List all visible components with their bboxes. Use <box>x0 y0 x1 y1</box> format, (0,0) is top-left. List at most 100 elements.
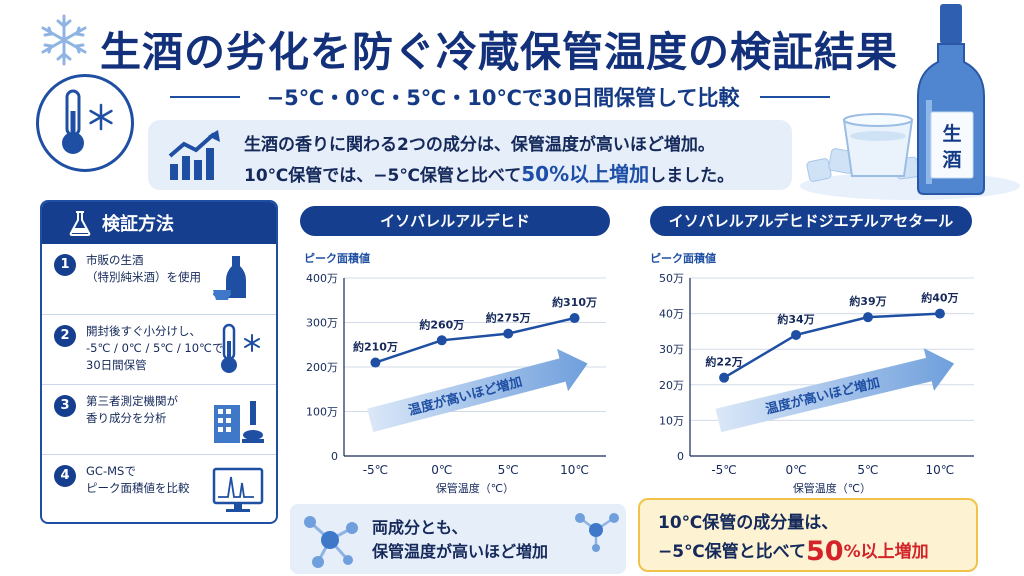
data-point <box>370 357 381 368</box>
method-panel: 検証方法 1 市販の生酒 （特別純米酒）を使用 2 開封後すぐ小分けし、 -5℃ / 0℃… <box>40 200 278 524</box>
step-text-line: ピーク面積値を比較 <box>86 481 190 495</box>
y-axis-label: ピーク面積値 <box>650 251 716 265</box>
series-line <box>375 316 575 364</box>
y-tick-label: 20万 <box>659 379 684 392</box>
step-number: 2 <box>54 325 76 347</box>
y-axis-label: ピーク面積値 <box>304 251 370 265</box>
subtitle-bar: −5℃・0℃・5℃・10℃で30日間保管して比較 <box>170 82 830 112</box>
page-title: 生酒の劣化を防ぐ冷蔵保管温度の検証結果 <box>100 28 898 76</box>
conclusion-text: 両成分とも、 保管温度が高いほど増加 <box>372 516 548 564</box>
y-tick-label: 100万 <box>306 406 338 419</box>
step-text: 第三者測定機関が 香り成分を分析 <box>86 393 178 427</box>
summary-line-2-suffix: しました。 <box>649 166 735 186</box>
summary-line-2-prefix: 10℃保管では、−5℃保管と比べて <box>244 166 522 186</box>
chart-1-title: イソバレルアルデヒド <box>300 206 610 236</box>
data-point <box>934 308 945 319</box>
result-line-2-prefix: −5℃保管と比べて <box>658 542 806 562</box>
x-tick-label: 10℃ <box>560 463 589 477</box>
conclusion-box: 両成分とも、 保管温度が高いほど増加 <box>290 504 626 574</box>
y-tick-label: 40万 <box>659 308 684 321</box>
data-point <box>862 312 873 323</box>
molecule-icon <box>304 516 358 568</box>
trend-arrow <box>367 348 588 433</box>
chart-1: ピーク面積値0100万200万300万400万温度が高いほど増加約210万-5℃… <box>304 251 606 495</box>
result-highlight-box: 10℃保管の成分量は、 −5℃保管と比べて50%以上増加 <box>638 498 978 572</box>
step-text-line: （特別純米酒）を使用 <box>86 270 201 284</box>
x-tick-label: 0℃ <box>431 463 452 477</box>
method-step-1: 1 市販の生酒 （特別純米酒）を使用 <box>42 244 276 312</box>
step-text-line: 開封後すぐ小分けし、 <box>86 324 201 338</box>
y-tick-label: 200万 <box>306 361 338 374</box>
result-percent: 50 <box>805 536 844 567</box>
y-tick-label: 400万 <box>306 272 338 285</box>
thermometer-icon <box>221 323 260 373</box>
method-step-4: 4 GC-MSでピーク面積値を比較 <box>42 454 276 522</box>
data-label: 約310万 <box>552 295 597 309</box>
bottle-label-char-2: 酒 <box>942 149 961 171</box>
y-tick-label: 0 <box>677 450 684 463</box>
step-text-line: 香り成分を分析 <box>86 411 167 425</box>
data-point <box>569 313 580 324</box>
trend-arrow <box>715 348 955 433</box>
lab-building-icon <box>214 401 264 443</box>
data-point <box>719 372 730 383</box>
step-text-line: GC-MSで <box>86 464 136 478</box>
step-number: 1 <box>54 254 76 276</box>
step-text-line: -5℃ / 0℃ / 5℃ / 10℃で <box>86 341 224 355</box>
data-point <box>503 328 514 339</box>
step-text-line: 30日間保管 <box>86 358 147 372</box>
subtitle-rule-left <box>170 96 240 98</box>
step-text: 開封後すぐ小分けし、 -5℃ / 0℃ / 5℃ / 10℃で 30日間保管 <box>86 323 223 374</box>
growth-chart-icon <box>168 130 220 180</box>
data-label: 約210万 <box>353 340 398 354</box>
snowflake-icon <box>41 14 87 66</box>
step-number: 4 <box>54 465 76 487</box>
method-header: 検証方法 <box>42 202 276 244</box>
y-tick-label: 30万 <box>659 343 684 356</box>
x-axis-label: 保管温度（℃） <box>793 481 871 495</box>
data-label: 約260万 <box>419 317 464 331</box>
chart-2-title: イソバレルアルデヒドジエチルアセタール <box>650 206 972 236</box>
series-line <box>723 312 940 379</box>
x-axis-label: 保管温度（℃） <box>436 481 514 495</box>
summary-box: 生酒の香りに関わる2つの成分は、保管温度が高いほど増加。 10℃保管では、−5℃… <box>148 120 792 190</box>
data-label: 約22万 <box>705 355 742 369</box>
result-line-2: −5℃保管と比べて50%以上増加 <box>658 536 929 567</box>
y-tick-label: 50万 <box>659 272 684 285</box>
method-step-2: 2 開封後すぐ小分けし、 -5℃ / 0℃ / 5℃ / 10℃で 30日間保管 <box>42 314 276 382</box>
result-line-1: 10℃保管の成分量は、 <box>658 513 839 533</box>
data-point <box>436 335 447 346</box>
thermometer-badge <box>36 74 134 172</box>
summary-line-2: 10℃保管では、−5℃保管と比べて50%以上増加しました。 <box>244 158 734 187</box>
x-tick-label: -5℃ <box>363 463 388 477</box>
summary-highlight: 50%以上増加 <box>521 162 650 186</box>
sake-bottle-icon <box>213 256 246 300</box>
thermometer-snow-icon <box>62 89 113 154</box>
sake-bottle-glass-illustration: 生 酒 <box>800 4 1020 200</box>
conclusion-line-2: 保管温度が高いほど増加 <box>372 542 549 561</box>
method-step-3: 3 第三者測定機関が 香り成分を分析 <box>42 384 276 452</box>
data-label: 約40万 <box>921 291 958 305</box>
bottle-label-char-1: 生 <box>942 122 961 145</box>
y-tick-label: 0 <box>331 450 338 463</box>
x-tick-label: 10℃ <box>926 463 955 477</box>
molecule-small-icon <box>575 513 619 552</box>
step-number: 3 <box>54 395 76 417</box>
summary-line-1: 生酒の香りに関わる2つの成分は、保管温度が高いほど増加。 <box>244 135 715 155</box>
x-tick-label: 5℃ <box>857 463 878 477</box>
step-text-line: 市販の生酒 <box>86 253 144 267</box>
method-title: 検証方法 <box>102 214 174 235</box>
step-text: GC-MSでピーク面積値を比較 <box>86 463 190 497</box>
x-tick-label: -5℃ <box>711 463 736 477</box>
chart-2: ピーク面積値010万20万30万40万50万温度が高いほど増加約22万-5℃約3… <box>650 251 974 495</box>
subtitle: −5℃・0℃・5℃・10℃で30日間保管して比較 <box>266 86 740 110</box>
y-tick-label: 300万 <box>306 317 338 330</box>
step-text: 市販の生酒 （特別純米酒）を使用 <box>86 252 201 286</box>
x-tick-label: 5℃ <box>498 463 519 477</box>
subtitle-rule-right <box>760 96 830 98</box>
flask-icon <box>69 211 91 236</box>
data-point <box>791 329 802 340</box>
result-line-2-suffix: %以上増加 <box>843 542 929 562</box>
data-label: 約275万 <box>486 311 531 325</box>
data-label: 約34万 <box>777 312 814 326</box>
